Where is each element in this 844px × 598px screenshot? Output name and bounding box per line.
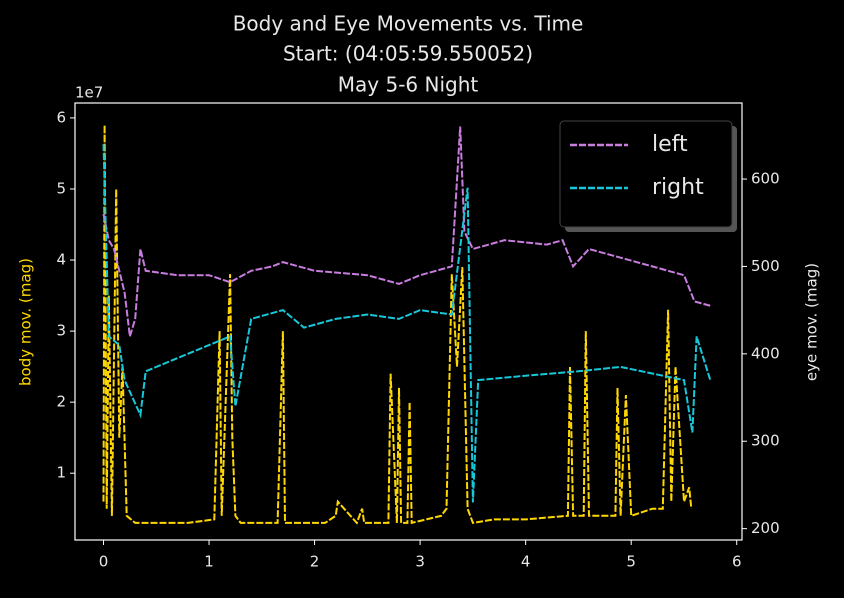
x-tick-label: 4 — [521, 553, 531, 571]
x-tick-label: 1 — [204, 553, 214, 571]
y2-tick-label: 500 — [751, 257, 780, 275]
y2-tick-label: 300 — [751, 432, 780, 450]
series-line — [102, 144, 712, 503]
x-tick-label: 2 — [310, 553, 320, 571]
y2-tick-label: 200 — [751, 519, 780, 537]
chart-title: Body and Eye Movements vs. Time — [233, 12, 584, 36]
x-tick-label: 6 — [732, 553, 742, 571]
series-line — [102, 126, 711, 337]
plot-frame — [74, 102, 743, 541]
y-tick-label: 1 — [56, 464, 66, 482]
x-tick-label: 3 — [415, 553, 425, 571]
y-tick-label: 4 — [56, 251, 66, 269]
legend-label: right — [652, 175, 704, 200]
y-tick-label: 6 — [56, 108, 66, 126]
y2-axis-label: eye mov. (mag) — [803, 263, 821, 381]
y-tick-label: 3 — [56, 322, 66, 340]
legend-box — [559, 120, 733, 228]
y-tick-label: 2 — [56, 393, 66, 411]
y-offset-label: 1e7 — [75, 84, 103, 102]
y-tick-label: 5 — [56, 179, 66, 197]
y2-tick-label: 600 — [751, 170, 780, 188]
y2-tick-label: 400 — [751, 344, 780, 362]
x-tick-label: 5 — [626, 553, 636, 571]
chart-subtitle: Start: (04:05:59.550052) — [283, 42, 533, 66]
y-axis-label: body mov. (mag) — [17, 258, 35, 386]
x-tick-label: 0 — [99, 553, 109, 571]
chart-caption: May 5-6 Night — [338, 73, 479, 97]
legend-label: left — [652, 132, 688, 157]
series-line — [102, 124, 693, 525]
